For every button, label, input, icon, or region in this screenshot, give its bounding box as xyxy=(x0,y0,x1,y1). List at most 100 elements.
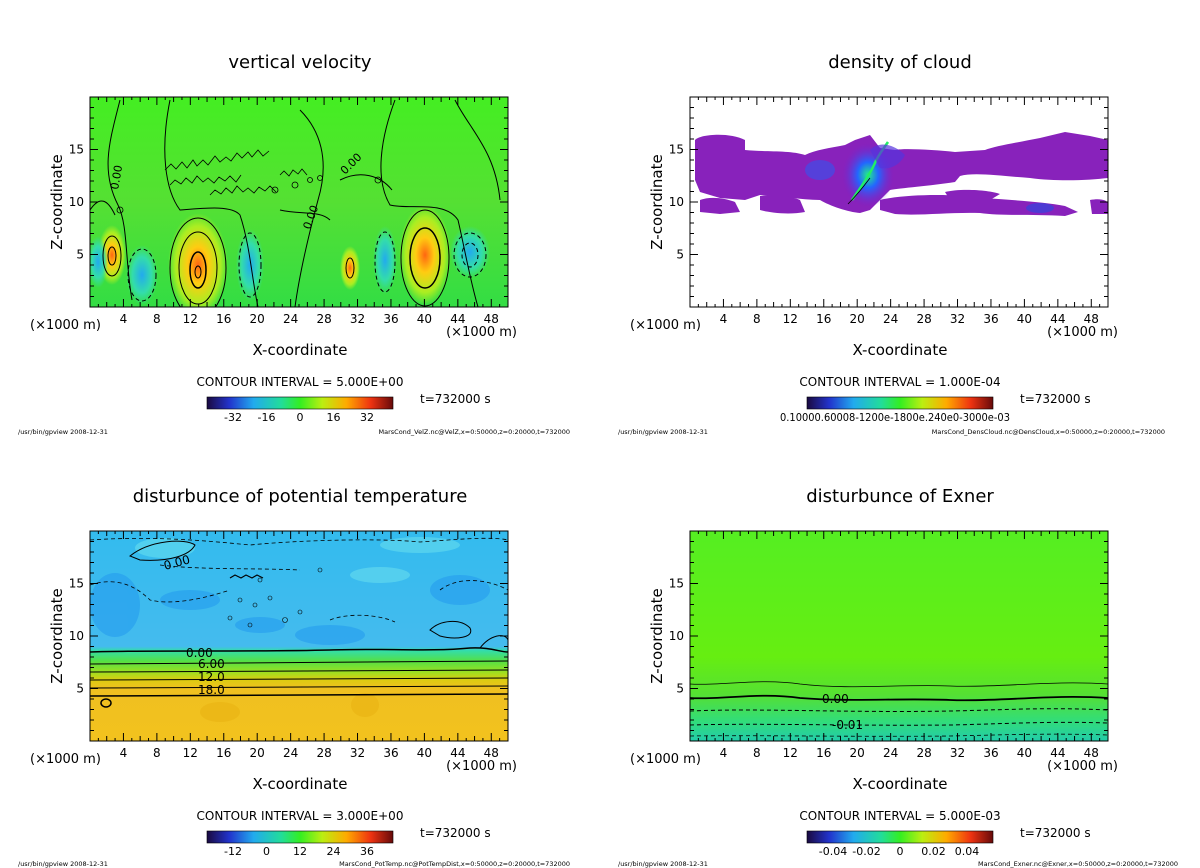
x-tick-label: 28 xyxy=(916,312,931,326)
y-tick-label: 15 xyxy=(669,577,684,591)
panel-exner: disturbunce of Exner 0.00 -0.01 4 8 12 16 20… xyxy=(618,486,1178,868)
x-tick-label: 40 xyxy=(1017,746,1032,760)
footer-left: /usr/bin/gpview 2008-12-31 xyxy=(18,860,108,868)
y-tick-label: 5 xyxy=(76,682,84,696)
contour-label: 6.00 xyxy=(198,657,225,671)
colorbar-tick-label: 24 xyxy=(326,845,340,858)
x-unit-left: (×1000 m) xyxy=(630,318,701,333)
y-axis-label: Z-coordinate xyxy=(48,588,66,683)
updraft-cell xyxy=(340,246,360,290)
contour-lines xyxy=(90,99,501,307)
field-potential-temperature: 0.00 0.00 6.00 12.0 18.0 xyxy=(90,531,508,741)
colorbar-tick-label: -0.04 xyxy=(819,845,847,858)
x-tick-label: 40 xyxy=(1017,312,1032,326)
contour-label-group: 0.00 0.00 6.00 12.0 18.0 xyxy=(162,552,225,697)
colorbar-tick-label: 16 xyxy=(326,411,340,424)
colorbar-tick-label: 0 xyxy=(297,411,304,424)
x-tick-label: 12 xyxy=(783,746,798,760)
x-tick-label: 36 xyxy=(383,746,398,760)
x-tick-label: 32 xyxy=(950,746,965,760)
x-tick-label: 44 xyxy=(450,312,465,326)
downdraft-cell xyxy=(450,226,490,278)
contour-label: 0.00 xyxy=(822,692,849,706)
x-tick-label: 4 xyxy=(120,746,128,760)
chart-title: disturbunce of Exner xyxy=(806,486,994,507)
contour-label: 0.00 xyxy=(186,646,213,660)
contour-interval: CONTOUR INTERVAL = 1.000E-04 xyxy=(799,375,1000,389)
contour-label: 0.00 xyxy=(108,164,125,190)
x-tick-label: 32 xyxy=(350,746,365,760)
colorbar-tick-label: 12 xyxy=(293,845,307,858)
panel-potential-temperature: disturbunce of potential temperature xyxy=(18,486,570,868)
footer-right: MarsCond_VelZ.nc@VelZ,x=0:50000,z=0:2000… xyxy=(379,428,570,436)
x-unit-left: (×1000 m) xyxy=(30,318,101,333)
x-unit-left: (×1000 m) xyxy=(30,752,101,767)
colorbar-tick-label: 32 xyxy=(360,411,374,424)
downdraft-cell xyxy=(373,226,397,294)
x-tick-label: 4 xyxy=(720,746,728,760)
x-unit-left: (×1000 m) xyxy=(630,752,701,767)
contour-interval: CONTOUR INTERVAL = 3.000E+00 xyxy=(197,809,404,823)
footer-left: /usr/bin/gpview 2008-12-31 xyxy=(618,428,708,436)
panel-vertical-velocity: vertical velocity xyxy=(18,52,570,436)
y-tick-label: 10 xyxy=(69,195,84,209)
y-tick-label: 10 xyxy=(669,195,684,209)
x-tick-label: 24 xyxy=(283,312,298,326)
colorbar xyxy=(806,396,994,410)
x-tick-label: 48 xyxy=(484,746,499,760)
downdraft-cell xyxy=(236,229,264,301)
y-tick-label: 5 xyxy=(676,682,684,696)
y-tick-label: 10 xyxy=(69,629,84,643)
x-tick-label: 48 xyxy=(484,312,499,326)
x-tick-label: 48 xyxy=(1084,746,1099,760)
negative-contours xyxy=(127,231,487,302)
x-tick-label: 44 xyxy=(450,746,465,760)
x-tick-label: 36 xyxy=(383,312,398,326)
y-axis-label: Z-coordinate xyxy=(48,154,66,249)
y-tick-label: 15 xyxy=(69,143,84,157)
x-tick-label: 8 xyxy=(153,312,161,326)
colorbar-tick-label: -16 xyxy=(258,411,276,424)
colorbar-tick-label: 36 xyxy=(360,845,374,858)
updraft-cell xyxy=(168,213,228,307)
time-label: t=732000 s xyxy=(420,392,491,406)
x-tick-label: 8 xyxy=(753,746,761,760)
colorbar xyxy=(206,396,394,410)
x-unit-right: (×1000 m) xyxy=(446,759,517,774)
x-axis-label: X-coordinate xyxy=(253,341,348,359)
small-contours xyxy=(227,567,323,628)
x-tick-label: 36 xyxy=(983,746,998,760)
x-tick-label: 16 xyxy=(816,312,831,326)
contour-label: -0.01 xyxy=(832,718,863,732)
colorbar-tick-label: 0 xyxy=(897,845,904,858)
x-tick-label: 20 xyxy=(850,312,865,326)
panel-density-of-cloud: density of cloud 4 8 12 16 20 24 28 xyxy=(618,52,1165,436)
time-label: t=732000 s xyxy=(1020,826,1091,840)
chart-title: disturbunce of potential temperature xyxy=(133,486,468,507)
x-unit-right: (×1000 m) xyxy=(446,325,517,340)
contour-label: 0.00 xyxy=(162,552,191,572)
colorbar-tick-label: -32 xyxy=(224,411,242,424)
y-tick-label: 5 xyxy=(76,248,84,262)
x-tick-label: 40 xyxy=(417,746,432,760)
time-label: t=732000 s xyxy=(1020,392,1091,406)
x-tick-label: 28 xyxy=(916,746,931,760)
time-label: t=732000 s xyxy=(420,826,491,840)
x-tick-label: 44 xyxy=(1050,312,1065,326)
x-tick-label: 12 xyxy=(183,312,198,326)
y-tick-label: 15 xyxy=(69,577,84,591)
y-axis-label: Z-coordinate xyxy=(648,588,666,683)
x-tick-label: 32 xyxy=(950,312,965,326)
x-tick-label: 32 xyxy=(350,312,365,326)
x-tick-label: 16 xyxy=(216,746,231,760)
colorbar-tick-label: -0.02 xyxy=(852,845,880,858)
x-tick-label: 20 xyxy=(250,312,265,326)
x-tick-label: 4 xyxy=(720,312,728,326)
x-tick-label: 24 xyxy=(883,746,898,760)
colorbar-tick-label: -12 xyxy=(224,845,242,858)
footer-left: /usr/bin/gpview 2008-12-31 xyxy=(618,860,708,868)
updraft-cell xyxy=(399,205,451,305)
x-tick-label: 28 xyxy=(316,746,331,760)
